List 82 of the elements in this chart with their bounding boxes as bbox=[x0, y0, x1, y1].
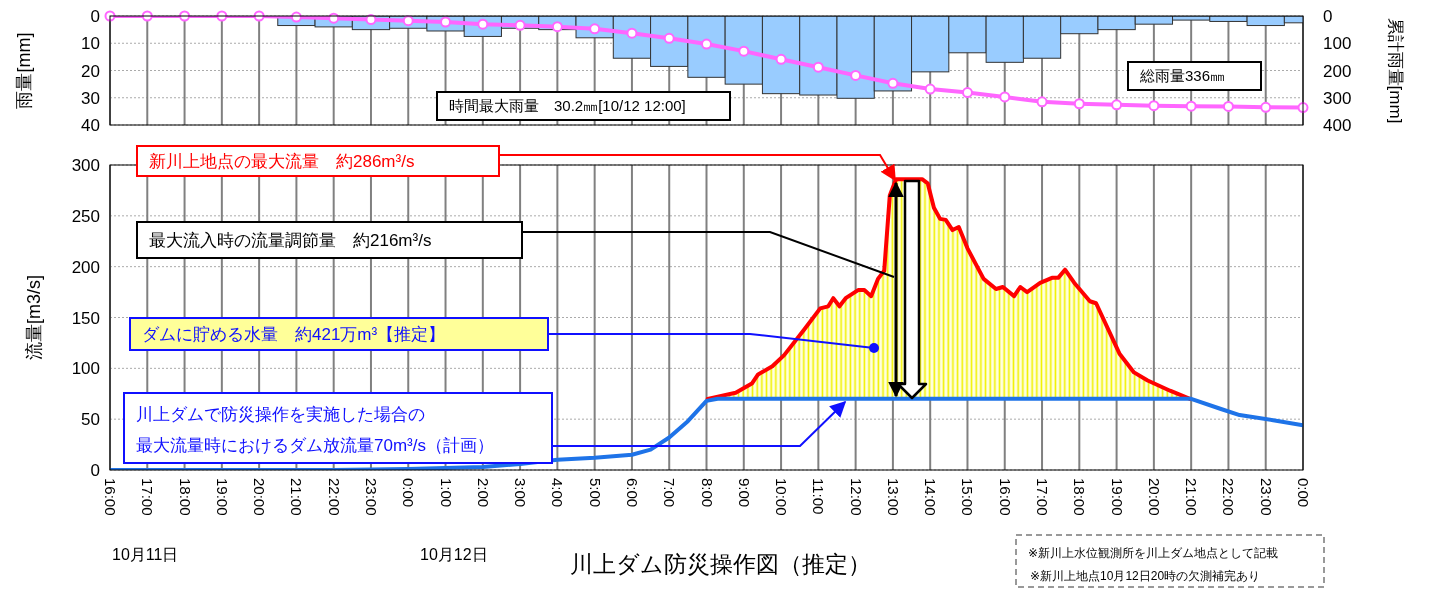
y-tick-label: 30 bbox=[81, 88, 100, 108]
x-tick-label: 6:00 bbox=[623, 478, 641, 508]
point bbox=[775, 53, 787, 65]
x-tick-label: 1:00 bbox=[437, 478, 455, 508]
x-tick-label: 17:00 bbox=[1034, 478, 1052, 516]
annotation: 最大流入時の流量調節量 約216m³/s bbox=[149, 231, 432, 251]
y-tick-label: 200 bbox=[71, 257, 100, 277]
annotation: ダムに貯める水量 約421万m³【推定】 bbox=[142, 325, 446, 345]
annotation: 総雨量336㎜ bbox=[1139, 67, 1226, 85]
x-tick-label: 19:00 bbox=[213, 478, 231, 516]
x-tick-label: 18:00 bbox=[1071, 478, 1089, 516]
annotation: 最大流量時におけるダム放流量70m³/s（計画） bbox=[136, 436, 494, 455]
point bbox=[999, 91, 1011, 103]
point bbox=[1111, 99, 1123, 111]
y-tick-label: 0 bbox=[90, 461, 100, 480]
text: ※新川上地点10月12日20時の欠測補完あり bbox=[1030, 569, 1261, 583]
y-axis-title: 雨量[mm] bbox=[14, 32, 34, 109]
point bbox=[961, 87, 973, 99]
x-tick-label: 16:00 bbox=[996, 478, 1014, 516]
y2-axis-title: 累計雨量[mm] bbox=[1386, 17, 1405, 124]
x-tick-label: 2:00 bbox=[474, 478, 492, 508]
y2-tick-label: 200 bbox=[1323, 61, 1352, 81]
y2-tick-label: 400 bbox=[1323, 116, 1352, 135]
point bbox=[924, 83, 936, 95]
x-tick-label: 19:00 bbox=[1108, 478, 1126, 516]
x-tick-label: 9:00 bbox=[735, 478, 753, 508]
x-tick-label: 11:00 bbox=[810, 478, 828, 515]
x-tick-label: 0:00 bbox=[1295, 478, 1312, 508]
x-tick-label: 12:00 bbox=[847, 478, 865, 516]
y-tick-label: 20 bbox=[81, 61, 100, 81]
y-tick-label: 250 bbox=[71, 206, 100, 226]
x-tick-label: 8:00 bbox=[698, 478, 716, 508]
text: ※新川上水位観測所を川上ダム地点として記載 bbox=[1028, 546, 1279, 560]
y-axis-title: 流量[m3/s] bbox=[24, 274, 44, 361]
annotation: 新川上地点の最大流量 約286m³/s bbox=[149, 152, 415, 172]
y-tick-label: 300 bbox=[71, 156, 100, 175]
x-tick-label: 22:00 bbox=[1220, 478, 1238, 516]
point bbox=[1036, 96, 1048, 108]
text: 10月12日 bbox=[420, 546, 488, 563]
x-tick-label: 10:00 bbox=[773, 478, 791, 516]
y-tick-label: 150 bbox=[71, 308, 100, 328]
point bbox=[1148, 100, 1160, 112]
x-tick-label: 3:00 bbox=[512, 478, 530, 508]
x-tick-label: 23:00 bbox=[1257, 478, 1275, 516]
y-tick-label: 50 bbox=[81, 410, 100, 430]
point bbox=[1222, 100, 1234, 112]
text: 川上ダム防災操作図（推定） bbox=[569, 551, 871, 577]
x-tick-label: 0:00 bbox=[400, 478, 418, 508]
point bbox=[738, 45, 750, 57]
y-tick-label: 0 bbox=[90, 7, 100, 26]
x-tick-label: 20:00 bbox=[251, 478, 269, 516]
x-tick-label: 23:00 bbox=[362, 478, 380, 516]
x-tick-label: 15:00 bbox=[959, 478, 977, 516]
x-tick-label: 7:00 bbox=[661, 478, 679, 508]
x-tick-label: 21:00 bbox=[288, 478, 306, 516]
annotation: 川上ダムで防災操作を実施した場合の bbox=[136, 405, 425, 424]
x-tick-label: 5:00 bbox=[586, 478, 604, 508]
y2-tick-label: 100 bbox=[1323, 34, 1352, 54]
point bbox=[1260, 101, 1272, 113]
x-tick-label: 18:00 bbox=[176, 478, 194, 516]
point bbox=[850, 69, 862, 81]
point bbox=[1073, 98, 1085, 110]
text: 10月11日 bbox=[112, 546, 179, 563]
y-tick-label: 100 bbox=[71, 359, 100, 379]
point bbox=[812, 61, 824, 73]
y2-tick-label: 300 bbox=[1323, 88, 1352, 108]
x-tick-label: 22:00 bbox=[325, 478, 343, 516]
y2-tick-label: 0 bbox=[1323, 7, 1333, 26]
y-tick-label: 40 bbox=[81, 116, 100, 135]
point bbox=[1185, 100, 1197, 112]
point bbox=[701, 38, 712, 50]
x-tick-label: 16:00 bbox=[102, 478, 119, 516]
y-tick-label: 10 bbox=[81, 34, 100, 54]
x-tick-label: 4:00 bbox=[549, 478, 567, 508]
point bbox=[887, 77, 899, 89]
x-tick-label: 21:00 bbox=[1183, 478, 1201, 516]
x-tick-label: 14:00 bbox=[922, 478, 940, 516]
x-tick-label: 17:00 bbox=[139, 478, 157, 516]
annotation: 時間最大雨量 30.2㎜[10/12 12:00] bbox=[449, 97, 686, 115]
x-tick-label: 13:00 bbox=[884, 478, 902, 516]
point bbox=[663, 32, 675, 44]
x-tick-label: 20:00 bbox=[1145, 478, 1163, 516]
